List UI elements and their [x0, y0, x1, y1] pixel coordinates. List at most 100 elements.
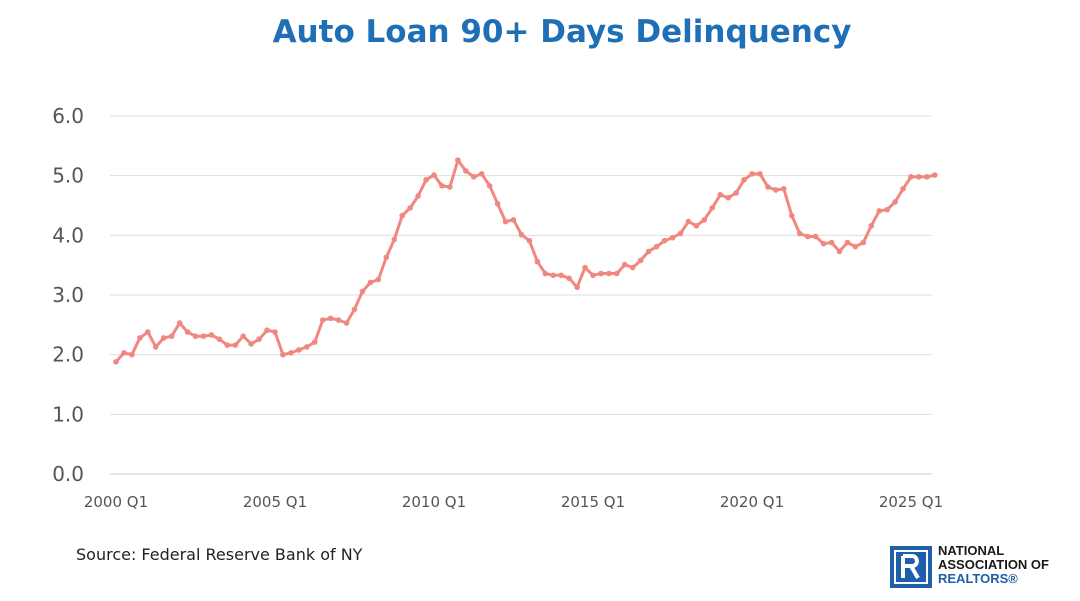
data-point — [455, 157, 461, 163]
data-point — [757, 171, 763, 177]
data-point — [598, 270, 604, 277]
data-point — [765, 184, 771, 190]
data-point — [431, 172, 437, 178]
data-point — [176, 320, 183, 326]
data-point — [113, 359, 119, 365]
data-point — [932, 172, 938, 178]
data-point — [645, 248, 652, 255]
data-point — [359, 288, 366, 295]
data-point — [773, 187, 779, 193]
data-point — [884, 206, 890, 213]
data-point — [582, 264, 588, 271]
data-point — [335, 317, 342, 323]
data-point — [924, 174, 930, 180]
logo-line-1: NATIONAL — [938, 543, 1005, 558]
data-point — [272, 329, 278, 335]
data-point — [129, 351, 135, 358]
data-point — [121, 350, 127, 356]
data-point — [900, 185, 906, 192]
data-point — [622, 261, 628, 268]
data-point — [160, 335, 167, 341]
data-point — [860, 239, 867, 246]
data-point — [606, 270, 612, 277]
data-point — [518, 231, 525, 238]
data-point — [725, 194, 731, 201]
x-axis-ticks: 2000 Q1 2005 Q1 2010 Q1 2015 Q1 2020 Q1 2025 … — [84, 493, 943, 511]
logo-line-2: ASSOCIATION OF — [938, 557, 1049, 572]
data-point — [240, 333, 246, 339]
y-tick-label: 4.0 — [52, 223, 84, 247]
data-point — [391, 236, 398, 243]
data-point — [208, 332, 215, 338]
data-point — [741, 177, 747, 183]
data-point — [399, 212, 406, 219]
data-point — [137, 335, 143, 341]
data-point — [804, 233, 811, 240]
data-point — [200, 333, 207, 339]
data-point — [677, 230, 684, 237]
data-point — [574, 284, 580, 291]
data-point — [836, 248, 843, 255]
x-tick-label: 2005 Q1 — [243, 493, 307, 511]
data-point — [224, 342, 231, 348]
data-point — [383, 254, 390, 261]
nar-logo: NATIONAL ASSOCIATION OF REALTORS® — [890, 542, 1075, 592]
gridlines — [110, 115, 932, 475]
data-point — [653, 243, 660, 250]
data-point — [256, 336, 262, 342]
data-point — [486, 183, 493, 189]
data-point — [534, 258, 541, 265]
data-point — [701, 217, 708, 223]
x-tick-label: 2010 Q1 — [402, 493, 466, 511]
data-point — [637, 257, 644, 264]
data-point — [781, 185, 787, 192]
data-point — [415, 193, 421, 199]
x-tick-label: 2025 Q1 — [879, 493, 943, 511]
data-point — [590, 272, 596, 279]
data-point — [788, 212, 795, 219]
y-tick-label: 0.0 — [52, 462, 84, 486]
logo-line-3: REALTORS® — [938, 571, 1018, 586]
data-point — [423, 177, 429, 183]
data-point — [908, 174, 914, 180]
y-tick-label: 1.0 — [52, 402, 84, 426]
data-point — [852, 243, 859, 250]
data-point — [145, 329, 151, 335]
data-point — [614, 270, 620, 277]
data-point — [526, 237, 533, 244]
x-tick-label: 2020 Q1 — [720, 493, 784, 511]
data-point — [280, 351, 286, 358]
data-point — [216, 336, 223, 342]
data-point — [709, 205, 716, 211]
x-tick-label: 2015 Q1 — [561, 493, 625, 511]
data-point — [494, 200, 501, 207]
data-point — [733, 190, 739, 196]
data-point — [502, 218, 509, 225]
data-point — [558, 272, 564, 279]
x-tick-label: 2000 Q1 — [84, 493, 148, 511]
data-point — [892, 199, 898, 205]
data-point — [828, 239, 835, 246]
data-point — [288, 350, 294, 356]
data-point — [669, 234, 676, 241]
data-point — [478, 171, 485, 177]
data-point — [407, 205, 413, 211]
series-line — [114, 158, 936, 363]
data-point — [447, 184, 453, 190]
data-point — [717, 191, 723, 198]
data-point — [470, 174, 477, 180]
data-point — [304, 344, 310, 350]
data-point — [510, 217, 517, 223]
data-point — [868, 222, 875, 229]
nar-r-logo-icon — [890, 546, 932, 588]
data-point — [820, 240, 827, 247]
y-tick-label: 6.0 — [52, 104, 84, 128]
data-point — [749, 171, 755, 177]
data-point — [367, 279, 374, 286]
data-point — [566, 275, 572, 282]
y-tick-label: 2.0 — [52, 343, 84, 367]
data-point — [248, 341, 254, 347]
data-point — [184, 329, 191, 335]
data-point — [327, 315, 334, 322]
